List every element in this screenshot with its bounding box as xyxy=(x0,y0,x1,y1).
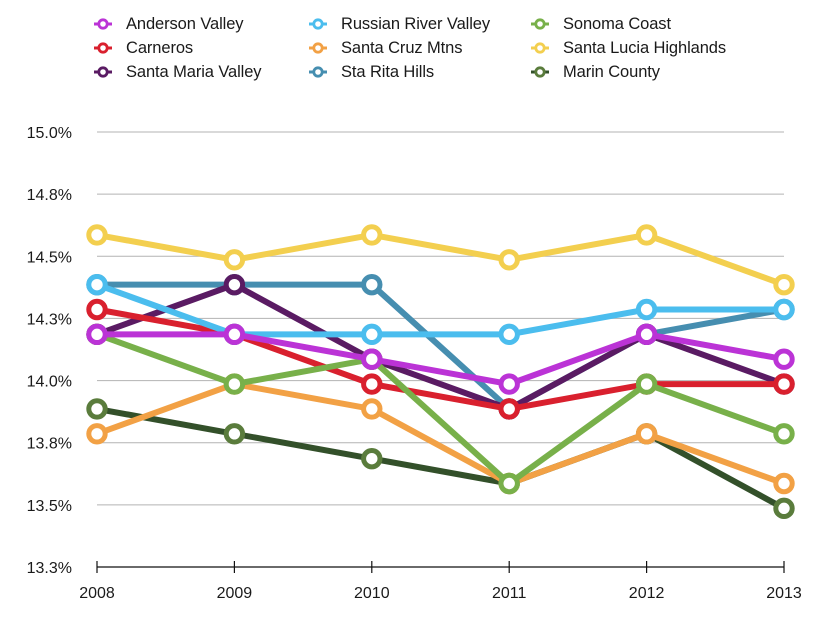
data-point-sonoma-coast xyxy=(223,373,246,395)
legend-marker-icon xyxy=(309,18,327,30)
series-santa-cruz-mtns xyxy=(86,373,795,495)
legend-label: Santa Maria Valley xyxy=(126,62,262,81)
legend-item-sta-rita-hills[interactable]: Sta Rita Hills xyxy=(309,61,434,83)
data-point-carneros xyxy=(773,373,795,395)
data-point-russian-river-valley xyxy=(498,323,520,346)
data-point-carneros xyxy=(86,298,108,321)
data-point-russian-river-valley xyxy=(635,298,658,321)
y-tick-label: 14.3% xyxy=(27,311,72,328)
data-point-santa-lucia-highlands xyxy=(635,224,658,246)
legend-marker-icon xyxy=(531,18,549,30)
series-line-marin-county xyxy=(94,405,787,512)
x-tick-label: 2012 xyxy=(629,585,665,602)
legend-marker-icon xyxy=(531,66,549,78)
legend-marker-icon xyxy=(309,66,327,78)
legend-item-santa-lucia-highlands[interactable]: Santa Lucia Highlands xyxy=(531,37,726,59)
legend-label: Santa Lucia Highlands xyxy=(563,38,727,57)
legend-label: Santa Cruz Mtns xyxy=(341,38,463,57)
data-point-santa-cruz-mtns xyxy=(635,423,658,445)
x-tick-label: 2010 xyxy=(354,585,390,602)
y-tick-label: 13.3% xyxy=(27,560,72,577)
legend-label: Sonoma Coast xyxy=(563,14,671,33)
x-tick-label: 2013 xyxy=(766,585,802,602)
x-tick-label: 2011 xyxy=(492,585,527,602)
data-point-anderson-valley xyxy=(223,323,246,346)
data-point-sta-rita-hills xyxy=(361,273,383,296)
data-point-marin-county xyxy=(86,398,108,420)
data-point-santa-maria-valley xyxy=(223,273,246,296)
legend-item-marin-county[interactable]: Marin County xyxy=(531,61,660,83)
data-point-anderson-valley xyxy=(361,348,383,370)
legend-marker-icon xyxy=(94,42,112,54)
y-tick-label: 13.8% xyxy=(27,436,72,453)
legend-item-santa-maria-valley[interactable]: Santa Maria Valley xyxy=(94,61,262,83)
data-point-anderson-valley xyxy=(635,323,658,346)
data-point-russian-river-valley xyxy=(773,298,795,321)
data-point-carneros xyxy=(498,398,520,420)
y-tick-label: 14.8% xyxy=(27,187,72,204)
legend-marker-icon xyxy=(94,66,112,78)
series-sonoma-coast xyxy=(86,323,795,495)
series-line-sta-rita-hills xyxy=(94,281,787,412)
data-point-russian-river-valley xyxy=(86,273,108,296)
data-point-santa-lucia-highlands xyxy=(223,249,246,271)
data-point-santa-cruz-mtns xyxy=(773,472,795,495)
y-axis: 15.0% 14.8% 14.5% 14.3% 14.0% 13.8% 13.5% 13.3% xyxy=(27,125,72,577)
legend-label: Anderson Valley xyxy=(126,14,244,33)
legend-label: Sta Rita Hills xyxy=(341,62,435,81)
series-anderson-valley xyxy=(86,323,795,395)
legend-item-russian-river-valley[interactable]: Russian River Valley xyxy=(309,13,490,35)
data-point-marin-county xyxy=(361,447,383,470)
data-point-marin-county xyxy=(223,423,246,445)
data-point-anderson-valley xyxy=(498,373,520,395)
data-point-santa-lucia-highlands xyxy=(361,224,383,246)
series-line-santa-cruz-mtns xyxy=(94,381,787,487)
data-point-santa-lucia-highlands xyxy=(773,273,795,296)
series-line-sonoma-coast xyxy=(94,331,787,487)
x-tick-label: 2008 xyxy=(79,585,115,602)
data-point-anderson-valley xyxy=(86,323,108,346)
series-santa-lucia-highlands xyxy=(86,224,795,296)
legend-marker-icon xyxy=(94,18,112,30)
y-tick-label: 15.0% xyxy=(27,125,72,142)
series-russian-river-valley xyxy=(86,273,795,346)
y-tick-label: 13.5% xyxy=(27,498,72,515)
data-point-sonoma-coast xyxy=(498,472,520,495)
data-point-anderson-valley xyxy=(773,348,795,370)
data-point-russian-river-valley xyxy=(361,323,383,346)
data-point-sonoma-coast xyxy=(773,423,795,445)
series-line-santa-lucia-highlands xyxy=(94,231,787,288)
data-point-sonoma-coast xyxy=(635,373,658,395)
series-line-russian-river-valley xyxy=(94,281,787,338)
series-line-santa-maria-valley xyxy=(94,281,787,412)
series-line-carneros xyxy=(94,306,787,412)
legend-label: Russian River Valley xyxy=(341,14,490,33)
data-point-santa-cruz-mtns xyxy=(361,398,383,420)
data-point-carneros xyxy=(361,373,383,395)
legend-label: Marin County xyxy=(563,62,660,81)
legend-item-anderson-valley[interactable]: Anderson Valley xyxy=(94,13,244,35)
legend-marker-icon xyxy=(309,42,327,54)
series-line-anderson-valley xyxy=(94,331,787,388)
series-lines xyxy=(86,224,795,520)
legend-marker-icon xyxy=(531,42,549,54)
data-point-marin-county xyxy=(773,497,795,520)
legend-label: Carneros xyxy=(126,38,194,57)
y-tick-label: 14.0% xyxy=(27,374,72,391)
data-point-santa-lucia-highlands xyxy=(86,224,108,246)
legend: Anderson Valley Carneros Santa Maria Val… xyxy=(0,0,832,90)
x-tick-label: 2009 xyxy=(217,585,253,602)
legend-item-sonoma-coast[interactable]: Sonoma Coast xyxy=(531,13,671,35)
legend-item-carneros[interactable]: Carneros xyxy=(94,37,193,59)
legend-item-santa-cruz-mtns[interactable]: Santa Cruz Mtns xyxy=(309,37,462,59)
x-axis: 2008 2009 2010 2011 2012 2013 xyxy=(79,561,802,602)
data-point-santa-cruz-mtns xyxy=(86,423,108,445)
y-tick-label: 14.5% xyxy=(27,249,72,266)
data-point-santa-lucia-highlands xyxy=(498,249,520,271)
